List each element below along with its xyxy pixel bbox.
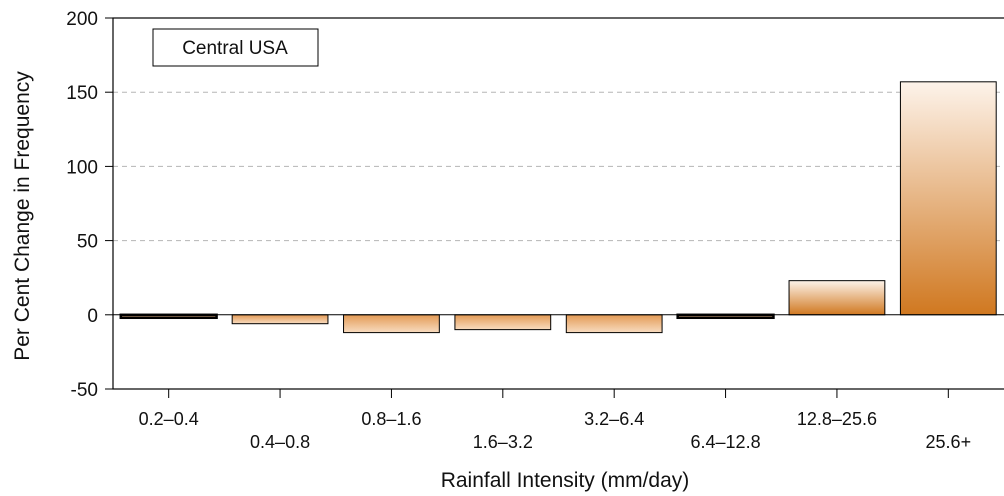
y-axis: -50 0 50 100 150 200 — [66, 9, 113, 401]
y-tick-label: -50 — [71, 380, 98, 401]
bar — [231, 314, 329, 325]
y-tick-label: 0 — [87, 306, 98, 327]
x-tick-label: 12.8–25.6 — [797, 409, 877, 429]
title-box: Central USA — [152, 28, 319, 67]
x-tick-label: 0.2–0.4 — [139, 409, 199, 429]
plot-frame — [112, 17, 1004, 390]
bar — [899, 81, 997, 316]
bar — [343, 314, 440, 334]
bar — [788, 280, 886, 316]
x-axis-label: Rainfall Intensity (mm/day) — [441, 469, 690, 492]
x-axis: 0.2–0.4 0.4–0.8 0.8–1.6 1.6–3.2 3.2–6.4 6.4–1… — [139, 389, 971, 452]
y-axis-label: Per Cent Change in Frequency — [11, 71, 34, 361]
y-tick-label: 200 — [66, 9, 98, 30]
x-tick-label: 25.6+ — [926, 432, 972, 452]
bars — [119, 81, 997, 334]
bar — [454, 314, 552, 331]
y-tick-label: 150 — [66, 83, 98, 104]
x-tick-label: 0.8–1.6 — [361, 409, 421, 429]
y-tick-label: 100 — [66, 157, 98, 178]
bar — [565, 314, 663, 334]
x-tick-label: 1.6–3.2 — [473, 432, 533, 452]
x-tick-label: 0.4–0.8 — [250, 432, 310, 452]
x-tick-label: 6.4–12.8 — [691, 432, 761, 452]
y-tick-label: 50 — [77, 232, 98, 253]
gridlines — [113, 91, 1004, 242]
chart-title: Central USA — [182, 38, 288, 59]
x-tick-label: 3.2–6.4 — [584, 409, 644, 429]
